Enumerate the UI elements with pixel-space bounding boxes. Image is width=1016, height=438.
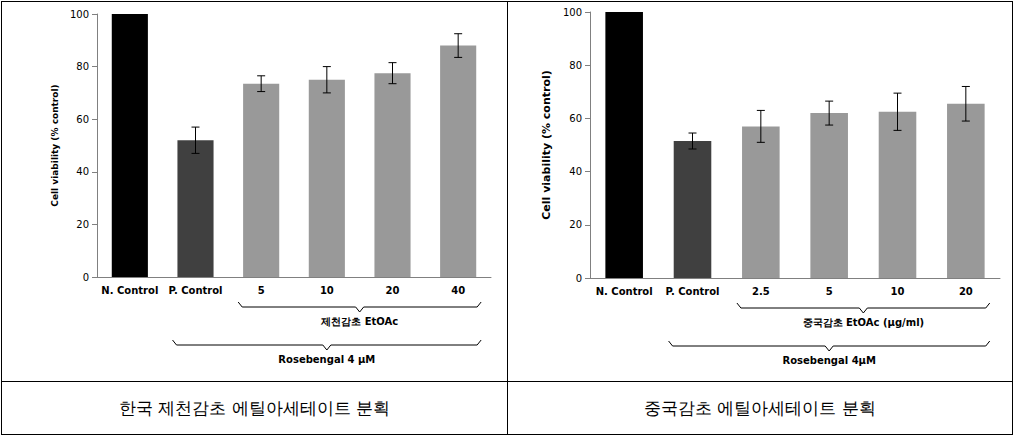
- svg-text:20: 20: [569, 219, 582, 230]
- svg-text:N. Control: N. Control: [101, 285, 158, 296]
- html-text:한국 제천감초 에틸아세테이트 분획: 한국 제천감초 에틸아세테이트 분획: [118, 398, 391, 418]
- svg-text:Rosebengal 4 μM: Rosebengal 4 μM: [278, 354, 375, 365]
- svg-text:2.5: 2.5: [752, 286, 770, 297]
- svg-text:N. Control: N. Control: [596, 286, 653, 297]
- svg-text:40: 40: [451, 285, 465, 296]
- html-text:중국감초 에틸아세테이트 분획: 중국감초 에틸아세테이트 분획: [644, 398, 876, 418]
- svg-text:40: 40: [76, 166, 89, 177]
- svg-text:0: 0: [576, 273, 582, 284]
- svg-text:5: 5: [258, 285, 265, 296]
- svg-text:80: 80: [76, 61, 89, 72]
- svg-text:중국감초 EtOAc (μg/ml): 중국감초 EtOAc (μg/ml): [803, 317, 925, 328]
- svg-text:Cell viability (% control): Cell viability (% control): [50, 84, 60, 206]
- svg-text:제천감초 EtOAc: 제천감초 EtOAc: [320, 316, 398, 327]
- svg-text:Rosebengal 4μM: Rosebengal 4μM: [782, 355, 875, 366]
- svg-text:10: 10: [320, 285, 334, 296]
- svg-text:40: 40: [569, 166, 582, 177]
- svg-text:20: 20: [386, 285, 400, 296]
- svg-text:20: 20: [959, 286, 973, 297]
- svg-text:100: 100: [70, 9, 89, 20]
- svg-text:20: 20: [76, 219, 89, 230]
- svg-text:60: 60: [76, 114, 89, 125]
- svg-text:80: 80: [569, 60, 582, 71]
- svg-text:10: 10: [891, 286, 905, 297]
- svg-text:P. Control: P. Control: [665, 286, 719, 297]
- svg-text:Cell viability (% control): Cell viability (% control): [540, 70, 553, 220]
- svg-text:0: 0: [83, 272, 89, 283]
- svg-text:P. Control: P. Control: [168, 285, 222, 296]
- svg-text:60: 60: [569, 113, 582, 124]
- svg-text:5: 5: [826, 286, 833, 297]
- svg-text:100: 100: [563, 7, 582, 18]
